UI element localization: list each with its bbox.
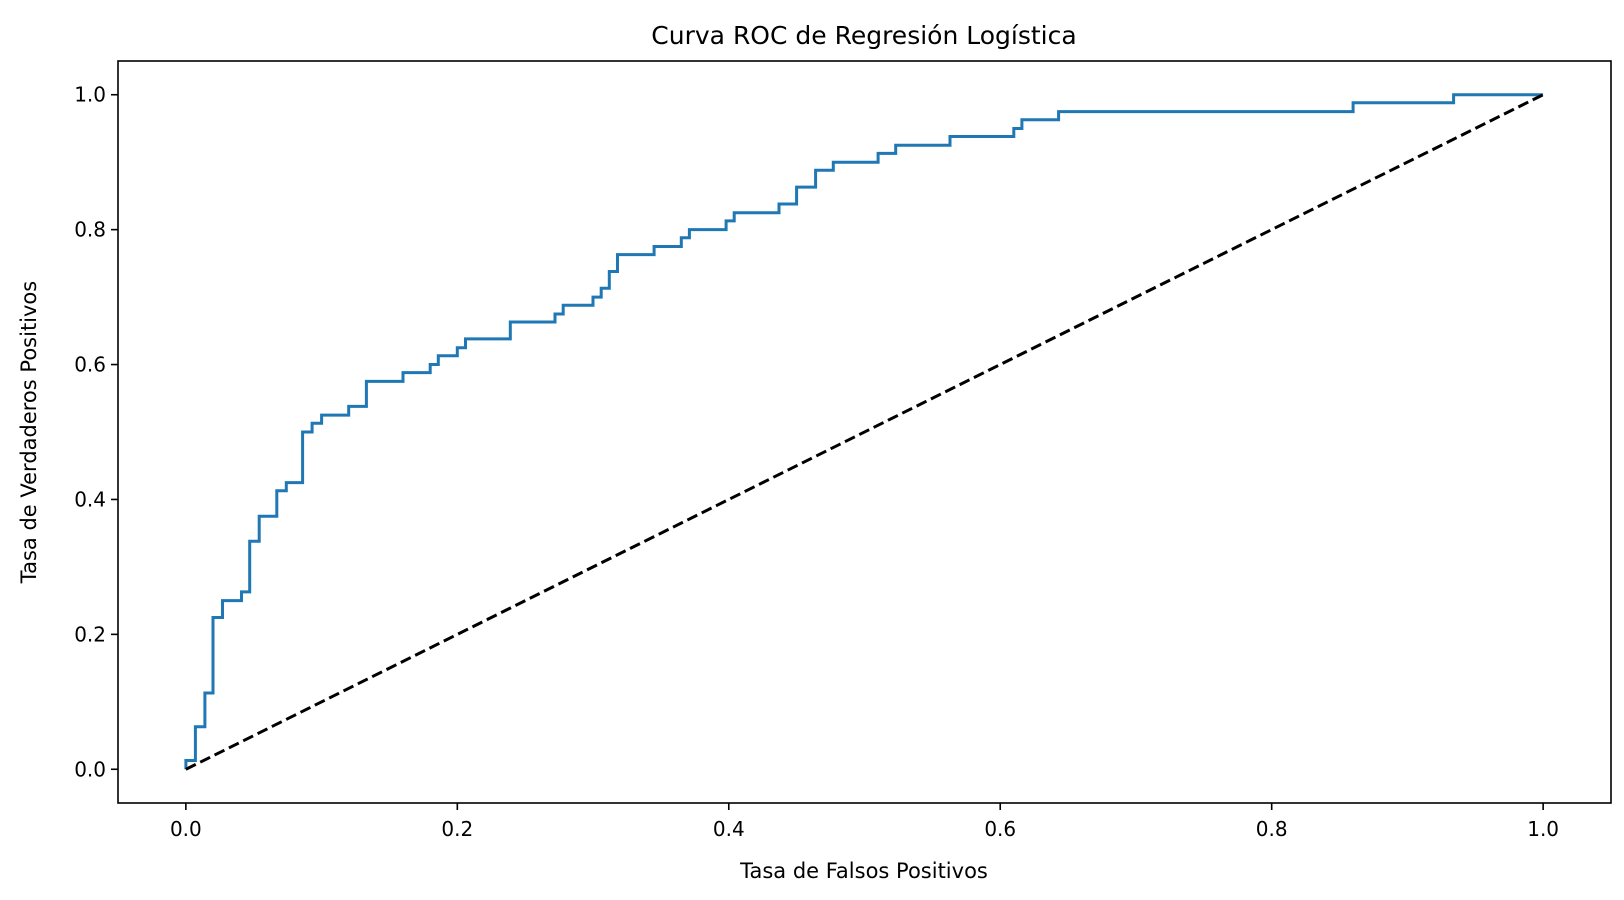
x-axis: 0.0 0.2 0.4 0.6 0.8 1.0 bbox=[170, 803, 1559, 841]
y-axis: 0.0 0.2 0.4 0.6 0.8 1.0 bbox=[74, 83, 118, 781]
chance-line bbox=[185, 93, 1544, 771]
y-tick-label: 1.0 bbox=[74, 83, 106, 107]
x-tick-label: 0.2 bbox=[441, 817, 473, 841]
y-tick-label: 0.0 bbox=[74, 757, 106, 781]
x-tick-label: 0.6 bbox=[984, 817, 1016, 841]
chart-title: Curva ROC de Regresión Logística bbox=[651, 21, 1076, 50]
y-tick-label: 0.4 bbox=[74, 487, 106, 511]
x-axis-label: Tasa de Falsos Positivos bbox=[739, 859, 988, 883]
y-axis-label: Tasa de Verdaderos Positivos bbox=[17, 281, 41, 584]
y-tick-label: 0.8 bbox=[74, 218, 106, 242]
series-layer bbox=[184, 93, 1544, 771]
x-tick-label: 0.4 bbox=[713, 817, 745, 841]
y-tick-label: 0.6 bbox=[74, 353, 106, 377]
x-tick-label: 0.0 bbox=[170, 817, 202, 841]
x-tick-label: 0.8 bbox=[1256, 817, 1288, 841]
plot-frame bbox=[117, 60, 1612, 804]
y-tick-label: 0.2 bbox=[74, 622, 106, 646]
x-tick-label: 1.0 bbox=[1527, 817, 1559, 841]
roc-curve-line bbox=[184, 93, 1544, 770]
